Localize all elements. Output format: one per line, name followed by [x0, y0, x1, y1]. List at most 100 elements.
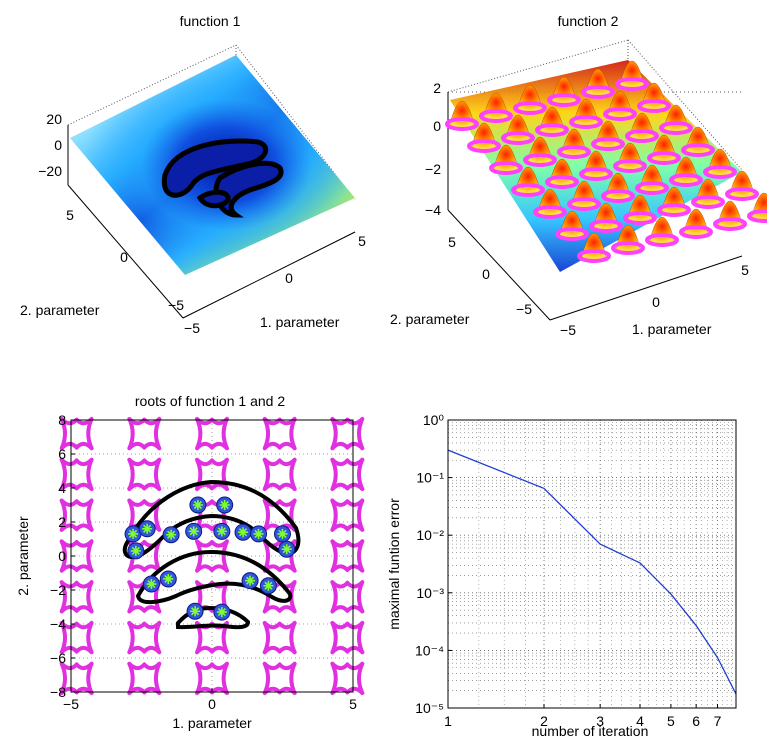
error-y-ticks: 10⁰ 10⁻¹ 10⁻² 10⁻³ 10⁻⁴ 10⁻⁵	[415, 412, 452, 716]
svg-text:2: 2	[433, 80, 441, 96]
peak-zero-contour	[581, 85, 615, 99]
magenta-contour-cell	[59, 620, 94, 655]
error-x-tick-label: 6	[692, 713, 700, 729]
svg-text:−5: −5	[516, 301, 532, 317]
root-marker-star	[238, 527, 249, 538]
roots-y-tick-label: −4	[50, 616, 66, 632]
panel-2-x-axis	[549, 255, 743, 321]
peak-zero-contour	[613, 159, 647, 173]
panel-2-title: function 2	[558, 13, 619, 29]
peak-zero-contour	[601, 189, 635, 203]
panel-1-x-ticks: 5 0 −5	[184, 233, 366, 336]
svg-text:−5: −5	[168, 297, 184, 313]
roots-y-tick-label: 4	[58, 480, 66, 496]
peak-zero-contour	[647, 151, 681, 165]
magenta-contour-cell	[262, 498, 297, 532]
peak-zero-contour	[555, 227, 589, 241]
peak-zero-contour	[567, 197, 601, 211]
error-axes-frame	[447, 419, 737, 709]
panel-2-y-ticks: 5 0 −5	[448, 234, 532, 317]
magenta-contour-cell	[127, 416, 162, 451]
error-x-tick-label: 5	[667, 713, 675, 729]
peak-zero-contour	[579, 167, 613, 181]
magenta-contour-cell	[59, 498, 94, 532]
error-y-tick-label: 10⁻⁵	[415, 700, 444, 716]
magenta-contour-cell	[330, 457, 365, 492]
peak-zero-contour	[479, 109, 513, 123]
peak-zero-contour	[703, 165, 737, 179]
roots-y-tick-label: 8	[58, 412, 66, 428]
svg-text:5: 5	[66, 207, 74, 223]
peak-zero-contour	[577, 249, 611, 263]
root-marker-star	[188, 526, 199, 537]
svg-text:0: 0	[482, 266, 490, 282]
magenta-contour-cell	[262, 416, 297, 451]
magenta-contour-cell	[127, 661, 162, 696]
svg-text:0: 0	[433, 118, 441, 134]
peak-zero-contour	[569, 115, 603, 129]
roots-x-tick-label: 5	[349, 696, 357, 712]
peak-zero-contour	[523, 153, 557, 167]
panel-1-xlabel: 1. parameter	[260, 314, 340, 330]
root-marker-star	[192, 500, 203, 510]
magenta-contour-cell	[330, 620, 365, 655]
svg-text:20: 20	[46, 111, 62, 127]
magenta-contour-cell	[330, 498, 365, 532]
error-x-tick-label: 4	[636, 713, 644, 729]
magenta-contour-cell	[59, 416, 94, 451]
peak-zero-contour	[603, 107, 637, 121]
root-marker-star	[219, 500, 230, 510]
peak-zero-contour	[679, 225, 713, 239]
roots-y-tick-label: −8	[50, 684, 66, 700]
svg-text:0: 0	[285, 270, 293, 286]
panel-1-x-axis	[182, 231, 356, 319]
magenta-contour-cell	[195, 539, 229, 573]
peak-zero-contour	[725, 187, 759, 201]
error-y-tick-label: 10⁻³	[416, 585, 444, 601]
svg-text:0: 0	[54, 137, 62, 153]
magenta-contour-cell	[330, 580, 365, 614]
error-grid	[447, 420, 737, 709]
root-marker-star	[163, 573, 174, 584]
panel-2-y-axis	[447, 209, 551, 321]
peak-zero-contour	[589, 219, 623, 233]
svg-text:−4: −4	[425, 202, 441, 218]
roots-y-tick-label: 2	[58, 514, 66, 530]
magenta-contour-cell	[262, 457, 297, 492]
peak-zero-contour	[635, 181, 669, 195]
roots-x-tick-label: −5	[63, 696, 79, 712]
svg-text:0: 0	[120, 249, 128, 265]
magenta-contour-cell	[59, 661, 94, 696]
panel-1-y-ticks: 5 0 −5	[66, 207, 184, 313]
panel-function-1: function 1 20 0 −20 5 0 −5	[20, 13, 366, 336]
peak-zero-contour	[615, 77, 649, 91]
error-y-tick-label: 10⁻²	[416, 527, 444, 543]
magenta-contour-cell	[127, 620, 162, 655]
peak-zero-contour	[511, 183, 545, 197]
magenta-contour-cell	[59, 539, 94, 573]
panel-2-x-ticks: 5 0 −5	[560, 262, 749, 338]
svg-text:5: 5	[448, 234, 456, 250]
root-marker-star	[130, 545, 141, 556]
svg-text:5: 5	[358, 233, 366, 249]
root-marker-star	[245, 575, 256, 586]
root-marker-star	[277, 528, 288, 539]
peak-zero-contour	[611, 241, 645, 255]
magenta-contour-cell	[195, 457, 229, 492]
magenta-contour-cell	[330, 661, 365, 696]
root-marker-star	[281, 544, 292, 555]
peak-zero-contour	[591, 137, 625, 151]
roots-y-ticks: 8 6 4 2 0 −2 −4 −6 −8	[50, 412, 75, 700]
peak-zero-contour	[657, 203, 691, 217]
error-x-tick-label: 1	[444, 713, 452, 729]
root-marker-star	[253, 528, 264, 539]
magenta-contour-cell	[262, 620, 297, 655]
roots-y-tick-label: −6	[50, 650, 66, 666]
peak-zero-contour	[513, 101, 547, 115]
root-marker-star	[128, 528, 139, 539]
panel-2-ylabel: 2. parameter	[390, 311, 470, 327]
magenta-contour-cell	[195, 620, 229, 655]
svg-text:−5: −5	[560, 322, 576, 338]
